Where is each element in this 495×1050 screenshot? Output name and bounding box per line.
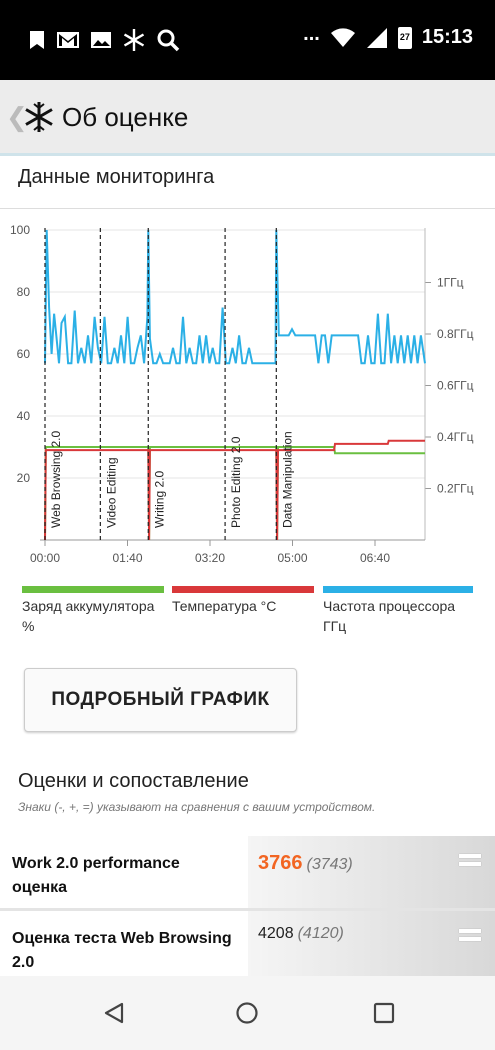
benchmark-marker-label: Web Browsing 2.0 <box>49 431 63 528</box>
nav-home-icon[interactable] <box>235 1001 259 1025</box>
app-snowflake-icon <box>25 102 53 132</box>
monitoring-divider <box>0 208 495 209</box>
x-tick-label: 00:00 <box>30 551 60 565</box>
score-row-label: Work 2.0 performance оценка <box>12 855 180 896</box>
benchmark-marker-label: Video Editing <box>104 458 118 529</box>
y-left-tick-label: 100 <box>10 223 30 237</box>
wifi-icon <box>330 27 355 47</box>
app-bar: ❮ Об оценке <box>0 80 495 156</box>
scores-hint: Знаки (-, +, =) указывают на сравнения с… <box>18 800 376 814</box>
y-right-tick-label: 0.8ГГц <box>437 327 474 341</box>
legend-cpu-swatch <box>323 586 473 593</box>
detail-graph-button[interactable]: ПОДРОБНЫЙ ГРАФИК <box>24 668 297 732</box>
benchmark-marker-label: Data Manipulation <box>280 431 294 528</box>
x-tick-label: 01:40 <box>112 551 142 565</box>
score-value: 3766 (3743) <box>258 852 353 875</box>
row-divider <box>0 908 495 911</box>
signal-icon <box>366 27 387 48</box>
navigation-bar <box>0 976 495 1050</box>
y-right-tick-label: 0.2ГГц <box>437 482 474 496</box>
x-tick-label: 06:40 <box>360 551 390 565</box>
equal-sign-icon <box>459 929 481 943</box>
clock: 15:13 <box>421 26 473 48</box>
score-number: 3766 <box>258 852 303 874</box>
more-indicator: ... <box>303 23 320 45</box>
legend-battery-label: Заряд аккумулятора % <box>22 598 155 634</box>
benchmark-marker-label: Writing 2.0 <box>152 471 166 528</box>
snowflake-icon <box>123 29 145 51</box>
legend-temperature-label: Температура °С <box>172 598 277 614</box>
monitoring-title: Данные мониторинга <box>18 166 215 188</box>
score-row-label: Оценка теста Web Browsing 2.0 <box>12 930 232 971</box>
score-value: 4208 (4120) <box>258 925 344 943</box>
y-left-tick-label: 80 <box>17 285 31 299</box>
battery-icon: 27 <box>397 26 412 49</box>
score-compare: (4120) <box>297 925 344 942</box>
legend-battery-swatch <box>22 586 164 593</box>
legend-cpu-label: Частота процессора ГГц <box>323 598 456 634</box>
y-left-tick-label: 40 <box>17 409 31 423</box>
y-right-tick-label: 1ГГц <box>437 276 464 290</box>
score-compare: (3743) <box>306 856 353 873</box>
score-row-web-browsing[interactable]: Оценка теста Web Browsing 2.0 4208 (4120) <box>0 911 495 976</box>
y-right-tick-label: 0.6ГГц <box>437 379 474 393</box>
monitoring-card: Данные мониторинга 20 40 60 80 100 0.2ГГц 0.4Г… <box>0 156 495 836</box>
status-right-icons: ... 27 15:13 <box>303 23 473 49</box>
y-left-tick-label: 60 <box>17 347 31 361</box>
status-bar: ... 27 15:13 <box>0 0 495 80</box>
y-left-tick-label: 20 <box>17 471 31 485</box>
legend-temperature-swatch <box>172 586 314 593</box>
x-tick-label: 05:00 <box>277 551 307 565</box>
x-tick-label: 03:20 <box>195 551 225 565</box>
scores-title: Оценки и сопоставление <box>18 770 249 792</box>
equal-sign-icon <box>459 854 481 868</box>
legend-temperature: Температура °С <box>172 586 314 616</box>
score-value-box: 3766 (3743) <box>248 836 495 908</box>
monitoring-chart: 20 40 60 80 100 0.2ГГц 0.4ГГц 0.6ГГц 0.8ГГц 1ГГц 0… <box>10 223 474 565</box>
nav-recents-icon[interactable] <box>372 1001 396 1025</box>
page-title: Об оценке <box>62 102 189 132</box>
back-chevron-icon[interactable]: ❮ <box>6 102 28 132</box>
legend-battery: Заряд аккумулятора % <box>22 586 164 636</box>
content-area[interactable]: Данные мониторинга 20 40 60 80 100 0.2ГГц 0.4Г… <box>0 156 495 976</box>
benchmark-marker-label: Photo Editing 2.0 <box>229 436 243 528</box>
battery-level: 27 <box>399 31 410 42</box>
score-number: 4208 <box>258 925 294 942</box>
score-value-box: 4208 (4120) <box>248 911 495 976</box>
series-line-cpu <box>44 229 426 365</box>
status-left-icons <box>28 28 180 52</box>
legend-cpu: Частота процессора ГГц <box>323 586 473 636</box>
score-row-work[interactable]: Work 2.0 performance оценка 3766 (3743) <box>0 836 495 908</box>
bookmark-icon <box>30 31 44 49</box>
gmail-icon <box>57 32 79 48</box>
image-icon <box>91 32 111 48</box>
nav-back-icon[interactable] <box>102 1001 126 1025</box>
y-right-tick-label: 0.4ГГц <box>437 430 474 444</box>
search-icon <box>157 29 180 52</box>
